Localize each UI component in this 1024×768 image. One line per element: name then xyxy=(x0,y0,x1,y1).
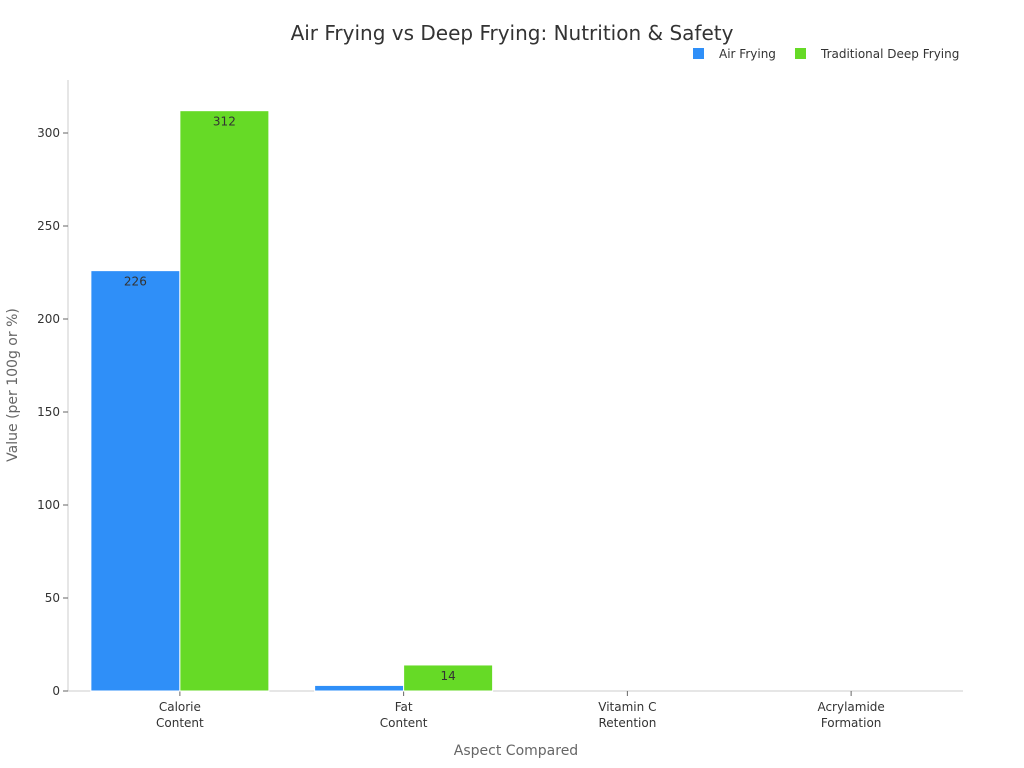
data-label: 14 xyxy=(440,669,455,683)
bar-0-0 xyxy=(90,270,181,692)
y-tick-label: 150 xyxy=(37,405,60,419)
y-tick-label: 0 xyxy=(52,684,60,698)
x-tick-label: Content xyxy=(156,716,204,730)
legend-label: Air Frying xyxy=(719,47,776,61)
x-tick-label: Content xyxy=(380,716,428,730)
legend-label: Traditional Deep Frying xyxy=(820,47,959,61)
legend: Air Frying Traditional Deep Frying xyxy=(693,47,959,61)
bars: 226 312 14 xyxy=(90,110,494,692)
x-tick-label: Retention xyxy=(598,716,656,730)
x-tick-label: Acrylamide xyxy=(817,700,884,714)
data-label: 312 xyxy=(213,115,236,129)
x-tick-label: Calorie xyxy=(159,700,201,714)
legend-swatch xyxy=(795,48,806,59)
bar-1-0 xyxy=(179,110,270,692)
y-axis-label: Value (per 100g or %) xyxy=(5,308,21,462)
y-tick-label: 200 xyxy=(37,312,60,326)
y-tick-label: 250 xyxy=(37,219,60,233)
x-axis-label: Aspect Compared xyxy=(454,743,578,759)
bar-1-1 xyxy=(403,664,494,692)
legend-swatch xyxy=(693,48,704,59)
y-tick-label: 50 xyxy=(45,591,60,605)
chart-title: Air Frying vs Deep Frying: Nutrition & S… xyxy=(291,21,734,45)
data-label: 226 xyxy=(124,275,147,289)
bar-0-1 xyxy=(314,684,405,692)
x-tick-label: Fat xyxy=(395,700,413,714)
x-tick-label: Formation xyxy=(821,716,882,730)
y-tick-label: 300 xyxy=(37,126,60,140)
y-tick-label: 100 xyxy=(37,498,60,512)
axes: 0 50 100 150 200 250 300 Calorie Content Fat Conte… xyxy=(37,80,963,730)
x-tick-label: Vitamin C xyxy=(598,700,656,714)
